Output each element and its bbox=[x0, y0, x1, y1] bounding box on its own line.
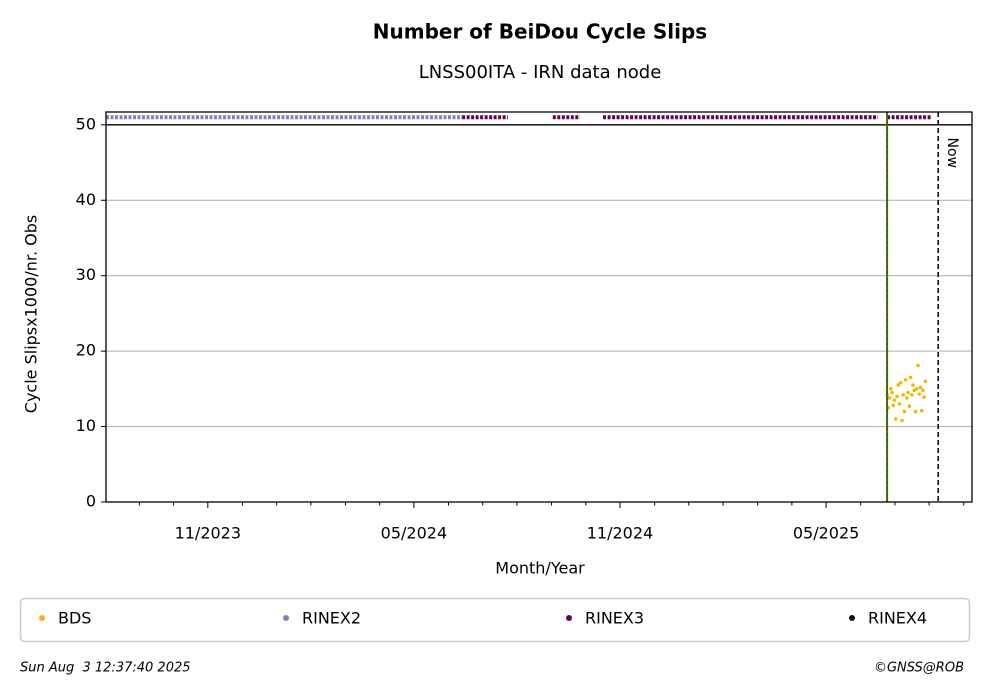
data-point bbox=[919, 408, 924, 413]
legend-box bbox=[19, 597, 971, 643]
data-point bbox=[905, 396, 909, 400]
y-tick-label: 50 bbox=[76, 114, 96, 133]
legend-label: RINEX3 bbox=[585, 609, 644, 628]
data-point bbox=[903, 377, 908, 382]
data-point bbox=[913, 409, 918, 414]
legend-marker bbox=[566, 615, 572, 621]
data-point bbox=[916, 363, 920, 368]
y-axis-label: Cycle Slipsx1000/nr. Obs bbox=[22, 215, 41, 413]
y-tick-label: 30 bbox=[76, 265, 96, 284]
data-point bbox=[907, 404, 912, 408]
legend-marker bbox=[283, 615, 289, 621]
data-point bbox=[910, 393, 914, 397]
data-point bbox=[896, 383, 901, 387]
y-tick-label: 0 bbox=[86, 492, 96, 511]
y-tick-label: 40 bbox=[76, 190, 96, 209]
x-tick-label: 11/2023 bbox=[175, 524, 241, 543]
y-tick-label: 20 bbox=[76, 341, 96, 360]
data-point bbox=[911, 383, 915, 387]
footer-right: ©GNSS@ROB bbox=[874, 661, 964, 676]
plot-frame bbox=[105, 111, 973, 503]
data-point bbox=[897, 402, 902, 406]
data-point bbox=[898, 381, 903, 385]
data-point bbox=[895, 394, 899, 399]
legend-label: BDS bbox=[58, 609, 91, 628]
legend-marker bbox=[39, 615, 45, 621]
data-point bbox=[921, 388, 925, 393]
data-point bbox=[888, 387, 893, 391]
chart-subtitle: LNSS00ITA - IRN data node bbox=[419, 62, 662, 83]
data-point bbox=[900, 418, 904, 423]
chart-title: Number of BeiDou Cycle Slips bbox=[373, 20, 707, 44]
legend-marker bbox=[849, 615, 855, 621]
x-tick-label: 11/2024 bbox=[587, 524, 653, 543]
data-point bbox=[892, 398, 897, 402]
data-point bbox=[891, 403, 896, 408]
data-point bbox=[917, 392, 922, 396]
x-axis-label: Month/Year bbox=[495, 559, 585, 578]
data-point bbox=[906, 390, 910, 395]
data-point bbox=[890, 390, 894, 395]
data-point bbox=[901, 393, 905, 397]
data-point bbox=[914, 387, 919, 391]
data-point bbox=[908, 375, 913, 380]
data-point bbox=[922, 395, 926, 399]
y-tick-label: 10 bbox=[76, 416, 96, 435]
x-tick-label: 05/2024 bbox=[381, 524, 447, 543]
data-point bbox=[923, 379, 928, 384]
legend-label: RINEX4 bbox=[868, 609, 927, 628]
data-point bbox=[887, 396, 892, 400]
data-point bbox=[893, 417, 898, 421]
footer-left: Sun Aug 3 12:37:40 2025 bbox=[20, 661, 191, 676]
x-tick-label: 05/2025 bbox=[793, 524, 859, 543]
legend-label: RINEX2 bbox=[302, 609, 361, 628]
data-point bbox=[918, 385, 923, 390]
now-label: Now bbox=[944, 138, 960, 169]
data-point bbox=[902, 409, 907, 414]
